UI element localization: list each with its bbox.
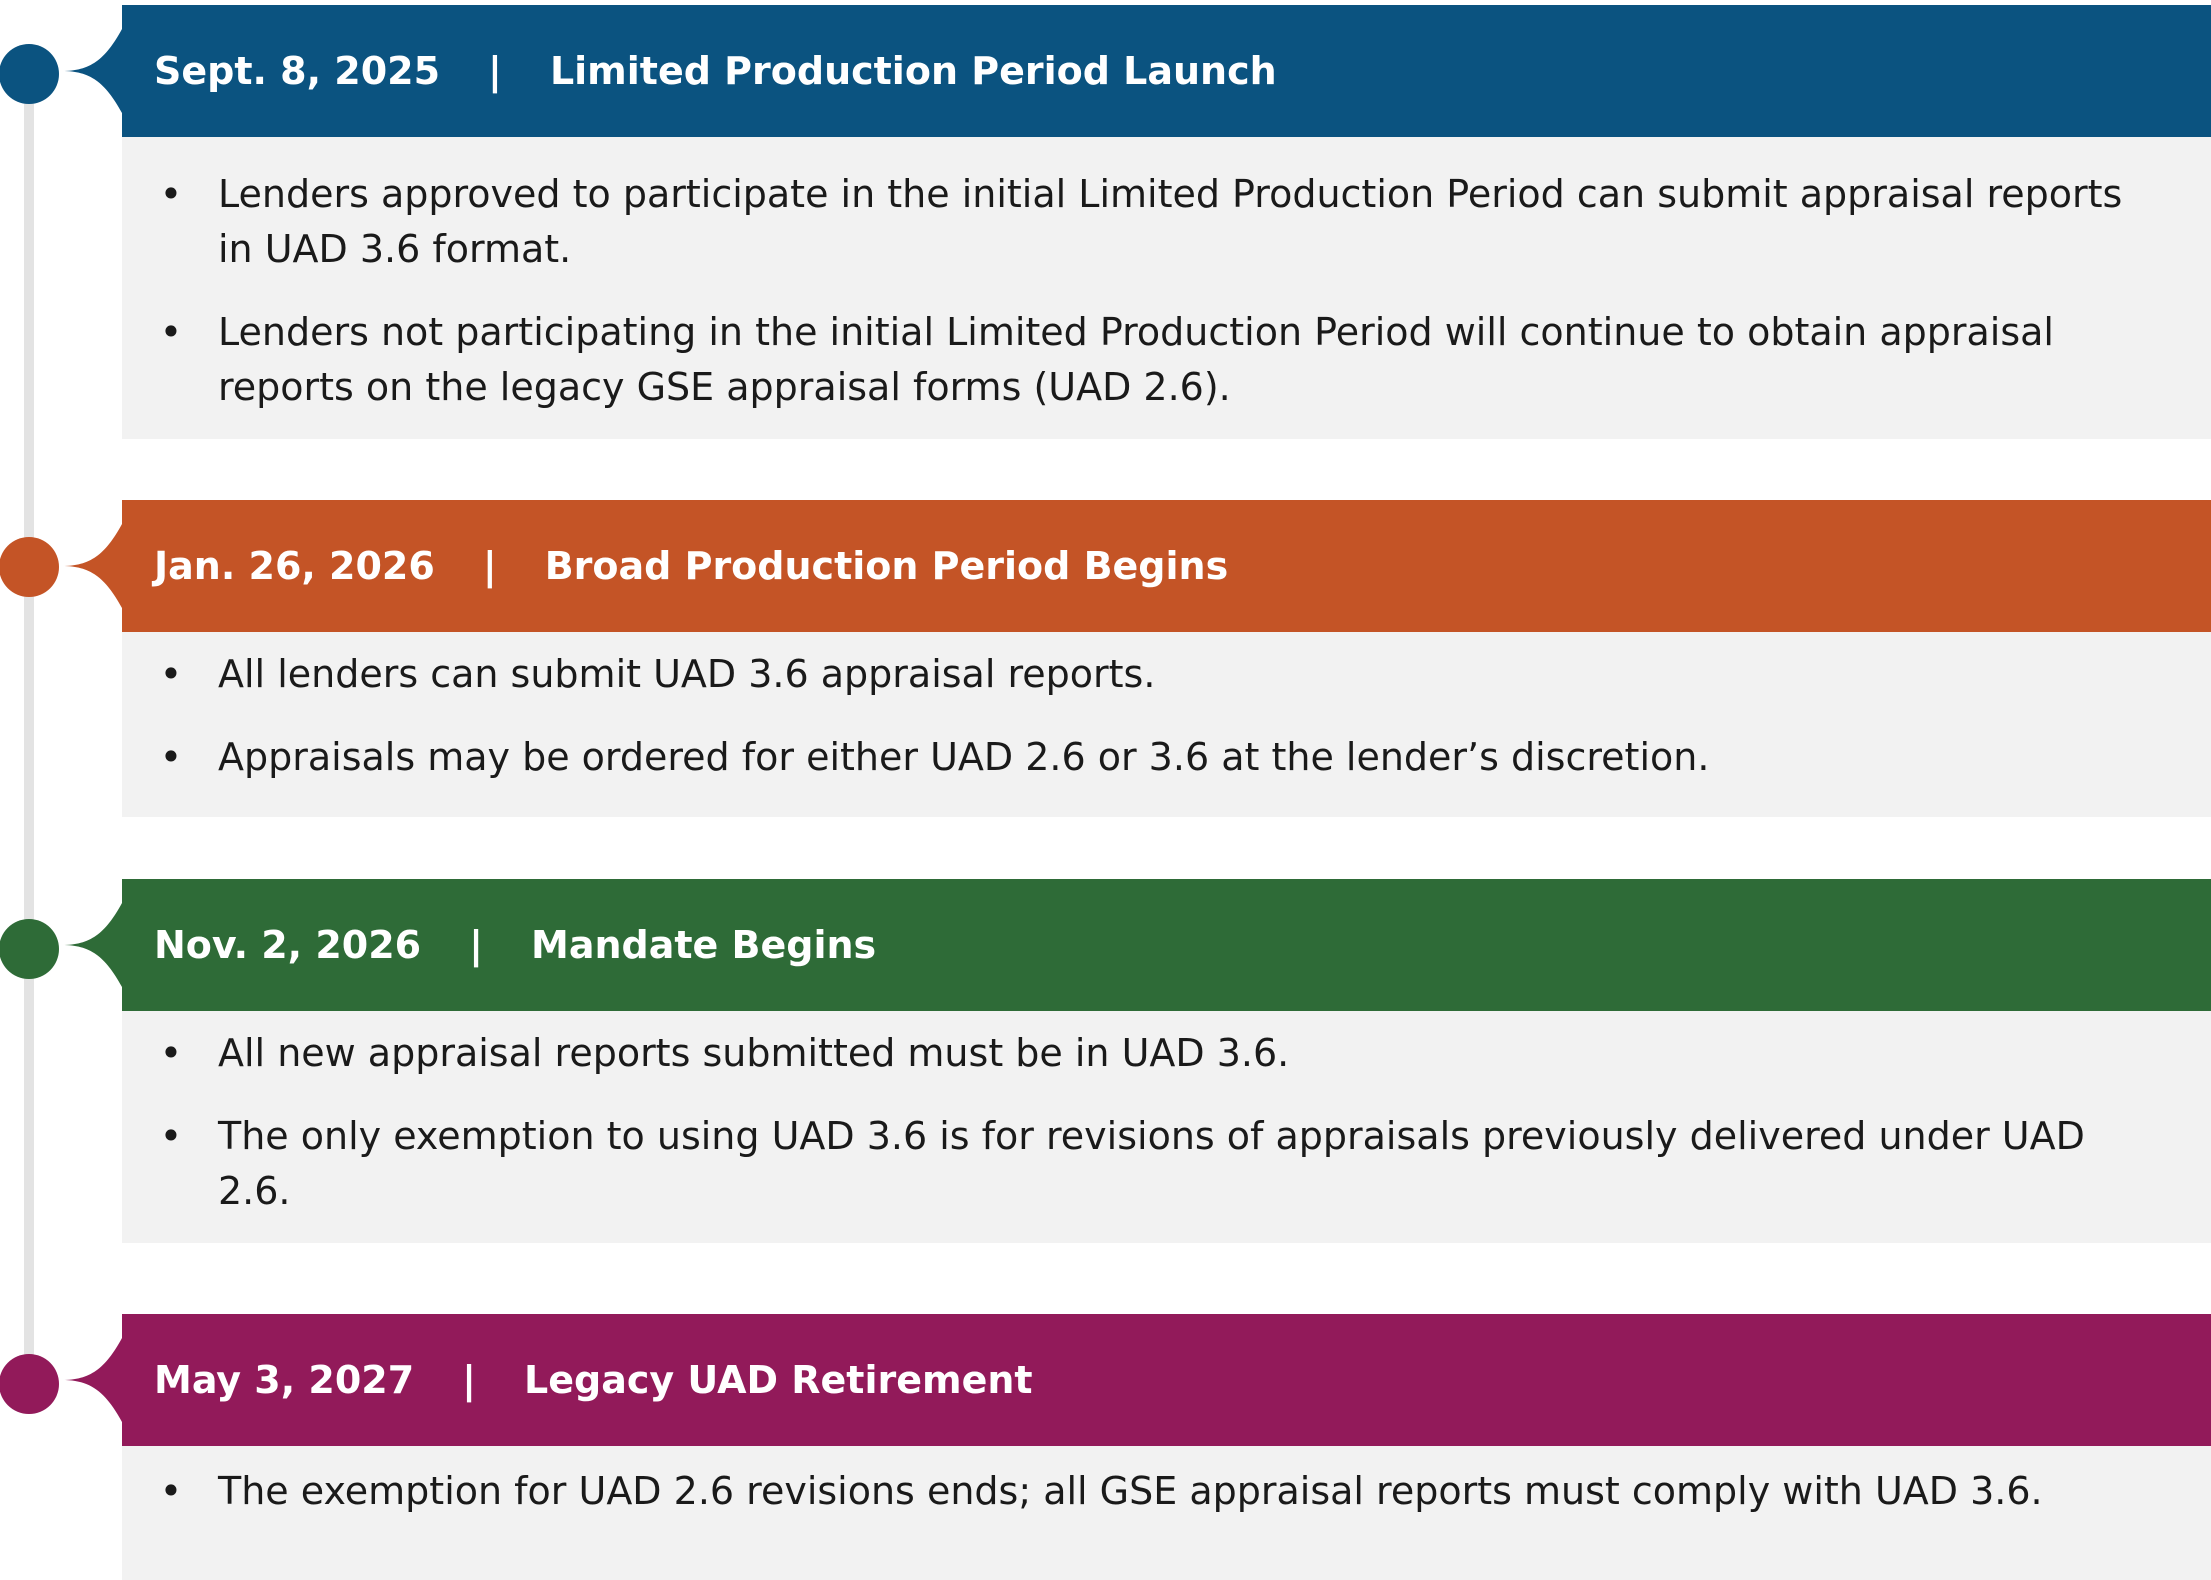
list-item: • The only exemption to using UAD 3.6 is… bbox=[122, 1109, 2151, 1219]
bullet-text: Lenders approved to participate in the i… bbox=[218, 172, 2123, 271]
bullet-icon: • bbox=[159, 172, 183, 216]
bullet-text: Lenders not participating in the initial… bbox=[218, 310, 2054, 409]
timeline-node-icon bbox=[0, 1338, 122, 1422]
bullet-icon: • bbox=[159, 735, 183, 779]
milestone-separator: | bbox=[488, 49, 502, 93]
milestone-body: • All new appraisal reports submitted mu… bbox=[122, 1011, 2211, 1243]
list-item: • All lenders can submit UAD 3.6 apprais… bbox=[122, 647, 2151, 702]
milestone-header: May 3, 2027 | Legacy UAD Retirement bbox=[122, 1314, 2211, 1446]
milestone-separator: | bbox=[482, 544, 497, 588]
bullet-icon: • bbox=[159, 1031, 183, 1075]
bullet-text: The only exemption to using UAD 3.6 is f… bbox=[218, 1114, 2085, 1213]
milestone-title: Legacy UAD Retirement bbox=[524, 1358, 1033, 1402]
milestone-body: • All lenders can submit UAD 3.6 apprais… bbox=[122, 632, 2211, 817]
bullet-icon: • bbox=[159, 310, 183, 354]
bullet-icon: • bbox=[159, 652, 183, 696]
milestone-separator: | bbox=[469, 923, 484, 967]
bullet-icon: • bbox=[159, 1114, 183, 1158]
bullet-icon: • bbox=[159, 1469, 183, 1513]
timeline-node-icon bbox=[0, 524, 122, 608]
bullet-text: All new appraisal reports submitted must… bbox=[218, 1031, 1290, 1075]
list-item: • Appraisals may be ordered for either U… bbox=[122, 730, 2151, 785]
milestone-date: Nov. 2, 2026 bbox=[154, 923, 422, 967]
milestone-body: • The exemption for UAD 2.6 revisions en… bbox=[122, 1446, 2211, 1580]
milestone-header: Nov. 2, 2026 | Mandate Begins bbox=[122, 879, 2211, 1011]
milestone-title: Mandate Begins bbox=[531, 923, 877, 967]
list-item: • Lenders approved to participate in the… bbox=[122, 167, 2151, 277]
bullet-text: The exemption for UAD 2.6 revisions ends… bbox=[218, 1469, 2043, 1513]
milestone-title: Limited Production Period Launch bbox=[549, 49, 1277, 93]
list-item: • The exemption for UAD 2.6 revisions en… bbox=[122, 1464, 2151, 1519]
list-item: • All new appraisal reports submitted mu… bbox=[122, 1026, 2151, 1081]
timeline-node-icon bbox=[0, 29, 122, 113]
bullet-text: Appraisals may be ordered for either UAD… bbox=[218, 735, 1710, 779]
timeline-line bbox=[24, 70, 34, 1390]
milestone-date: Jan. 26, 2026 bbox=[154, 544, 435, 588]
milestone-date: May 3, 2027 bbox=[154, 1358, 415, 1402]
bullet-text: All lenders can submit UAD 3.6 appraisal… bbox=[218, 652, 1156, 696]
list-item: • Lenders not participating in the initi… bbox=[122, 305, 2151, 415]
milestone-date: Sept. 8, 2025 bbox=[154, 49, 441, 93]
milestone-header: Jan. 26, 2026 | Broad Production Period … bbox=[122, 500, 2211, 632]
milestone-body: • Lenders approved to participate in the… bbox=[122, 137, 2211, 439]
milestone-title: Broad Production Period Begins bbox=[544, 544, 1229, 588]
timeline-node-icon bbox=[0, 903, 122, 987]
milestone-header: Sept. 8, 2025 | Limited Production Perio… bbox=[122, 5, 2211, 137]
milestone-separator: | bbox=[462, 1358, 477, 1402]
